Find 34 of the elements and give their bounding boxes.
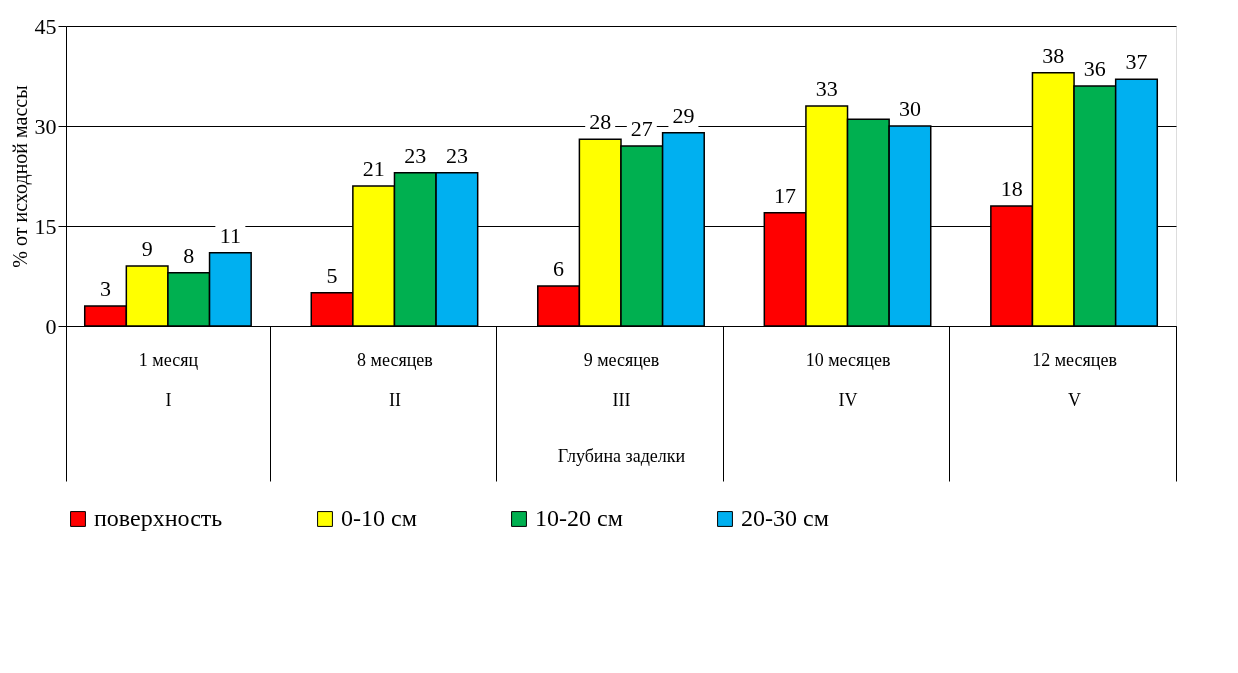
data-label: 27 (630, 116, 653, 141)
data-label: 9 (141, 236, 153, 261)
x-tick-label: 12 месяцев V (1032, 349, 1117, 410)
x-tick-label: 8 месяцев II (357, 349, 433, 410)
x-tick-label: 1 месяц I (138, 349, 199, 410)
data-label: 17 (774, 182, 797, 208)
y-tick-label: 0 (45, 313, 57, 339)
data-label: 38 (1042, 42, 1065, 68)
data-label: 30 (898, 96, 921, 121)
data-label: 6 (553, 256, 565, 281)
legend-label: 20-30 см (741, 505, 829, 531)
y-tick-label: 45 (34, 13, 57, 39)
x-tick-label: 10 месяцев IV (805, 349, 891, 410)
data-label: 28 (589, 109, 612, 135)
data-label: 37 (1125, 49, 1148, 75)
data-label: 23 (404, 142, 427, 168)
data-label: 3 (100, 276, 112, 301)
y-tick-label: 15 (34, 213, 57, 239)
legend-label: 0-10 см (341, 505, 417, 531)
x-axis-title: Глубина заделки (557, 445, 686, 466)
data-label: 29 (672, 102, 695, 128)
legend-label: поверхность (94, 505, 223, 531)
data-label: 18 (1000, 176, 1023, 201)
data-label: 36 (1083, 56, 1106, 81)
data-label: 11 (219, 222, 241, 248)
data-label: 21 (362, 156, 385, 181)
data-label: 5 (326, 262, 338, 288)
y-axis-title: % от исходной массы (8, 85, 32, 268)
y-tick-label: 30 (34, 113, 57, 139)
x-tick-label: 9 месяцев III (583, 349, 660, 410)
data-label: 33 (815, 76, 838, 101)
legend-label: 10-20 см (535, 505, 623, 531)
data-label: 8 (183, 242, 195, 268)
data-label: 23 (445, 142, 468, 168)
